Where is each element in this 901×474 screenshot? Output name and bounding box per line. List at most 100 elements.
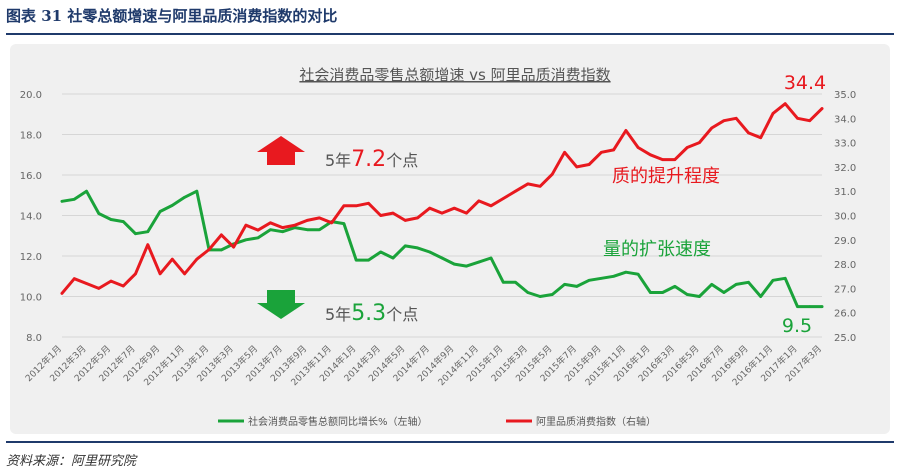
right-tick-label: 27.0 xyxy=(834,284,856,295)
left-tick-label: 16.0 xyxy=(20,171,42,182)
quality-index-line-points xyxy=(60,102,824,295)
data-point xyxy=(820,305,824,308)
up-note: 5年7.2个点 xyxy=(325,147,418,172)
right-tick-label: 26.0 xyxy=(834,309,856,320)
source-note: 资料来源：阿里研究院 xyxy=(6,454,137,469)
data-point xyxy=(85,282,88,285)
end-label-red: 34.4 xyxy=(784,72,826,94)
left-tick-label: 12.0 xyxy=(20,252,42,263)
data-point xyxy=(759,136,762,139)
legend-label-green: 社会消费品零售总额同比增长%（左轴） xyxy=(248,415,428,428)
data-point xyxy=(796,117,799,120)
data-point xyxy=(722,291,726,294)
data-point xyxy=(747,281,750,284)
data-point xyxy=(220,248,223,252)
data-point xyxy=(318,216,321,220)
data-point xyxy=(379,214,383,217)
annotations: 5年7.2个点 5年5.3个点 质的提升程度 量的扩张速度 34.4 9.5 xyxy=(257,72,826,337)
data-point xyxy=(612,148,615,152)
source-rule xyxy=(6,441,894,443)
data-point xyxy=(391,256,395,260)
data-point xyxy=(575,285,579,288)
up-arrow-icon xyxy=(257,136,305,165)
data-point xyxy=(183,272,186,276)
up-prefix: 5年 xyxy=(325,151,351,170)
data-point xyxy=(305,228,309,231)
data-point xyxy=(820,107,824,110)
series-lines xyxy=(60,102,824,309)
data-point xyxy=(673,285,677,288)
down-prefix: 5年 xyxy=(325,305,351,324)
data-point xyxy=(354,258,358,262)
data-point xyxy=(600,151,603,154)
figure-title: 图表 31 社零总额增速与阿里品质消费指数的对比 xyxy=(6,7,338,25)
data-point xyxy=(624,270,628,274)
data-point xyxy=(281,226,284,229)
data-point xyxy=(771,112,775,115)
data-point xyxy=(109,279,113,283)
data-point xyxy=(342,222,346,225)
data-point xyxy=(60,200,64,203)
data-point xyxy=(636,272,640,276)
data-point xyxy=(158,272,162,276)
data-point xyxy=(465,264,468,268)
data-point xyxy=(134,272,137,276)
data-point xyxy=(367,258,370,262)
left-tick-label: 8.0 xyxy=(26,333,42,344)
data-point xyxy=(538,185,542,188)
right-axis: 25.0 26.0 27.0 28.0 29.0 30.0 31.0 32.0 33.0 34.0… xyxy=(834,90,856,344)
end-label-green: 9.5 xyxy=(782,315,812,337)
data-point xyxy=(256,236,260,240)
data-point xyxy=(514,189,517,193)
gridlines xyxy=(62,93,822,338)
data-point xyxy=(207,248,211,251)
data-point xyxy=(293,223,297,227)
data-point xyxy=(612,275,615,278)
data-point xyxy=(109,218,113,221)
data-point xyxy=(305,219,309,222)
data-point xyxy=(722,119,726,122)
data-point xyxy=(477,199,481,203)
data-point xyxy=(453,262,456,266)
data-point xyxy=(85,189,88,193)
data-point xyxy=(97,287,101,290)
data-point xyxy=(771,279,775,282)
right-tick-label: 30.0 xyxy=(834,212,856,223)
data-point xyxy=(195,257,199,261)
data-point xyxy=(575,165,579,169)
data-point xyxy=(342,204,346,208)
quality-index-line xyxy=(60,102,824,295)
data-point xyxy=(195,189,199,193)
data-point xyxy=(330,221,334,225)
data-point xyxy=(354,204,358,208)
data-point xyxy=(808,119,811,122)
down-note: 5年5.3个点 xyxy=(325,301,418,326)
data-point xyxy=(416,216,419,220)
data-point xyxy=(698,295,701,298)
data-point xyxy=(514,281,517,284)
data-point xyxy=(747,131,750,135)
data-point xyxy=(710,126,713,130)
right-tick-label: 31.0 xyxy=(834,187,856,198)
data-point xyxy=(465,211,468,215)
data-point xyxy=(428,250,432,254)
data-point xyxy=(220,233,223,237)
data-point xyxy=(73,277,76,281)
data-point xyxy=(158,210,162,213)
chart-title: 社会消费品零售总额增速 vs 阿里品质消费指数 xyxy=(299,66,610,84)
data-point xyxy=(489,204,493,208)
data-point xyxy=(600,277,603,280)
data-point xyxy=(428,206,432,210)
right-tick-label: 34.0 xyxy=(834,114,856,125)
up-value: 7.2 xyxy=(351,147,386,172)
red-note: 质的提升程度 xyxy=(612,166,720,187)
data-point xyxy=(256,228,260,232)
data-point xyxy=(734,283,738,286)
data-point xyxy=(134,232,137,235)
data-point xyxy=(318,228,321,231)
data-point xyxy=(636,146,640,149)
data-point xyxy=(661,291,664,294)
data-point xyxy=(97,212,101,215)
title-rule xyxy=(6,33,894,35)
